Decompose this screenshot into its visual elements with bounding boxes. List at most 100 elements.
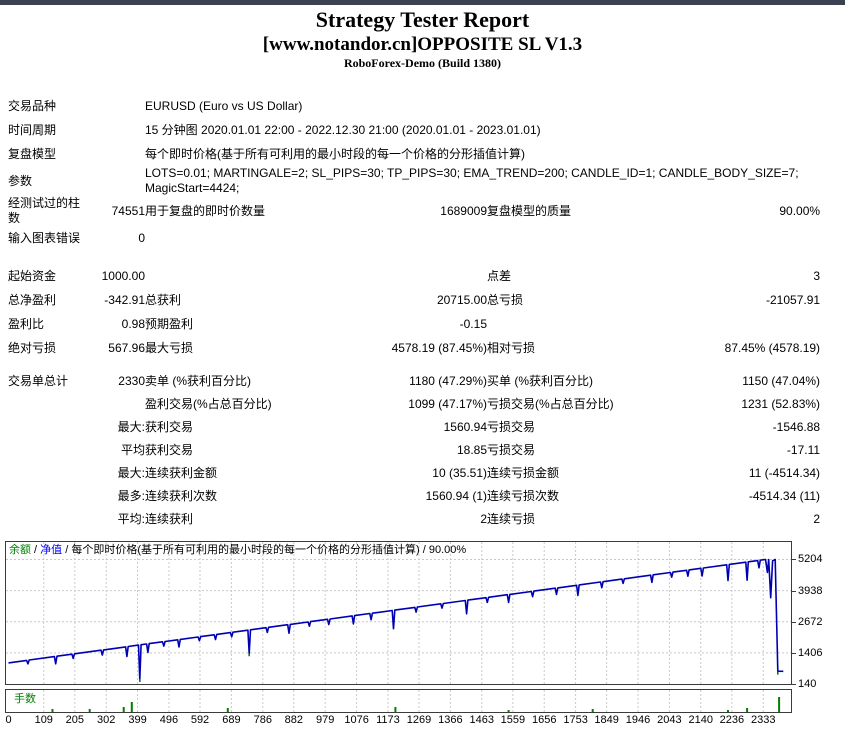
lot-size-bar <box>51 709 54 712</box>
legend-separator: / <box>62 544 72 556</box>
report-cell-label: 卖单 (%获利百分比) <box>145 374 251 388</box>
x-axis-label: 882 <box>284 714 303 726</box>
report-cell-label: 输入图表错误 <box>8 230 81 245</box>
table-row: 平均 获利交易 18.85 亏损交易 -17.11 <box>8 439 820 462</box>
report-cell-empty <box>90 94 145 118</box>
report-cell-value: 2 <box>813 512 821 526</box>
report-cell-label: 预期盈利 <box>145 316 194 331</box>
report-cell-label <box>145 264 295 288</box>
report-table: 交易品种 EURUSD (Euro vs US Dollar) 时间周期 15 分钟图… <box>8 94 820 531</box>
report-cell-value: 1180 (47.29%) <box>409 374 487 388</box>
report-cell-label <box>145 226 295 250</box>
report-cell-value <box>295 226 487 250</box>
table-row: 交易品种 EURUSD (Euro vs US Dollar) <box>8 94 820 118</box>
y-axis-tick <box>792 652 796 654</box>
report-cell-value <box>295 264 487 288</box>
report-cell-label: 时间周期 <box>8 122 57 137</box>
x-axis-label: 302 <box>97 714 116 726</box>
chart-plot-area: 余额 / 净值 / 每个即时价格(基于所有可利用的最小时段的每一个价格的分形插值… <box>5 541 792 685</box>
report-cell-label <box>487 312 647 336</box>
report-cell-label: 买单 (%获利百分比) <box>487 374 593 388</box>
report-cell-value: 18.85 <box>456 443 487 457</box>
report-cell-value: 15 分钟图 2020.01.01 22:00 - 2022.12.30 21:… <box>145 122 541 137</box>
x-axis-label: 0 <box>5 714 12 726</box>
report-cell-value: EURUSD (Euro vs US Dollar) <box>145 98 303 113</box>
x-axis-label: 979 <box>316 714 335 726</box>
report-cell-value: -21057.91 <box>766 292 821 307</box>
report-cell-empty <box>90 142 145 166</box>
ea-name-subtitle: [www.notandor.cn]OPPOSITE SL V1.3 <box>262 34 583 55</box>
y-axis-label: 1406 <box>798 646 823 659</box>
report-cell-value: 90.00% <box>779 203 821 218</box>
report-cell-label: 连续获利 <box>145 512 194 526</box>
report-cell-label <box>8 485 90 508</box>
report-cell-value: 0.98 <box>121 316 145 331</box>
lots-panel: 手数 <box>5 689 792 713</box>
balance-curve-svg <box>6 542 791 684</box>
report-cell-value: 1099 (47.17%) <box>408 397 487 411</box>
x-axis-label: 1366 <box>438 714 463 726</box>
balance-chart: 余额 / 净值 / 每个即时价格(基于所有可利用的最小时段的每一个价格的分形插值… <box>0 541 845 741</box>
legend-quality-label: 90.00% <box>428 544 467 556</box>
report-cell-label <box>487 226 647 250</box>
report-cell-label <box>8 393 90 416</box>
spacer-cell <box>8 360 820 370</box>
report-cell-value: 20715.00 <box>436 292 487 307</box>
lot-size-bar <box>746 708 749 712</box>
report-cell-value: 1000.00 <box>101 268 145 283</box>
table-row: 盈利交易(%占总百分比) 1099 (47.17%) 亏损交易(%占总百分比) 123… <box>8 393 820 416</box>
report-cell-label: 点差 <box>487 268 512 283</box>
x-axis-label: 1656 <box>531 714 557 726</box>
report-cell-value: -17.11 <box>786 443 821 457</box>
report-cell-label: 亏损交易(%占总百分比) <box>487 397 614 411</box>
report-cell-value: -0.15 <box>459 316 487 331</box>
report-cell-label <box>8 439 90 462</box>
x-axis-label: 496 <box>159 714 179 726</box>
lot-size-bar <box>226 708 229 712</box>
x-axis-label: 1559 <box>500 714 526 726</box>
balance-line <box>8 558 784 680</box>
y-axis-tick <box>792 621 796 623</box>
report-cell-value: 每个即时价格(基于所有可利用的最小时段的每一个价格的分形插值计算) <box>145 146 525 161</box>
page-title: Strategy Tester Report <box>315 7 530 32</box>
report-cell-value: 1150 (47.04%) <box>742 374 821 388</box>
table-row <box>8 250 820 264</box>
table-row: 复盘模型 每个即时价格(基于所有可利用的最小时段的每一个价格的分形插值计算) <box>8 142 820 166</box>
legend-equity-label: 净值 <box>40 544 63 556</box>
report-cell-label: 盈利交易(%占总百分比) <box>145 397 272 411</box>
x-axis-label: 205 <box>65 714 84 726</box>
x-axis-label: 1753 <box>563 714 588 726</box>
report-cell-label: 总获利 <box>145 292 182 307</box>
x-axis-label: 1849 <box>594 714 619 726</box>
table-row: 起始资金 1000.00 点差 3 <box>8 264 820 288</box>
lots-bars-svg <box>43 690 781 712</box>
chart-legend: 余额 / 净值 / 每个即时价格(基于所有可利用的最小时段的每一个价格的分形插值… <box>9 544 466 557</box>
report-cell-label: 起始资金 <box>8 268 57 283</box>
lot-size-bar <box>591 709 594 712</box>
report-cell-label: 总亏损 <box>487 292 524 307</box>
table-row: 最多: 连续获利次数 1560.94 (1) 连续亏损次数 -4514.34 (11) <box>8 485 820 508</box>
report-cell-label: 交易单总计 <box>8 374 69 388</box>
report-cell-value: 平均: <box>117 512 145 526</box>
report-cell-value: 3 <box>813 268 821 283</box>
report-cell-label: 参数 <box>8 173 33 188</box>
lots-panel-label: 手数 <box>14 693 36 705</box>
report-cell-label: 获利交易 <box>145 420 194 434</box>
x-axis-label: 109 <box>34 714 53 726</box>
x-axis-label: 1463 <box>469 714 495 726</box>
report-cell-label <box>8 508 90 531</box>
report-cell-value: 最多: <box>117 489 145 503</box>
report-cell-label: 获利交易 <box>145 443 194 457</box>
table-row: 总净盈利 -342.91 总获利 20715.00 总亏损 -21057.91 <box>8 288 820 312</box>
report-cell-label: 用于复盘的即时价数量 <box>145 203 266 218</box>
report-cell-empty <box>90 118 145 142</box>
y-axis-tick <box>792 684 796 685</box>
lot-size-bar <box>88 709 91 712</box>
report-cell-label: 连续获利金额 <box>145 466 218 480</box>
report-cell-value: 最大: <box>117 466 145 480</box>
report-header: Strategy Tester Report [www.notandor.cn]… <box>0 7 845 71</box>
x-axis-label: 1269 <box>406 714 432 726</box>
x-axis-label: 2043 <box>657 714 682 726</box>
table-row: 平均: 连续获利 2 连续亏损 2 <box>8 508 820 531</box>
